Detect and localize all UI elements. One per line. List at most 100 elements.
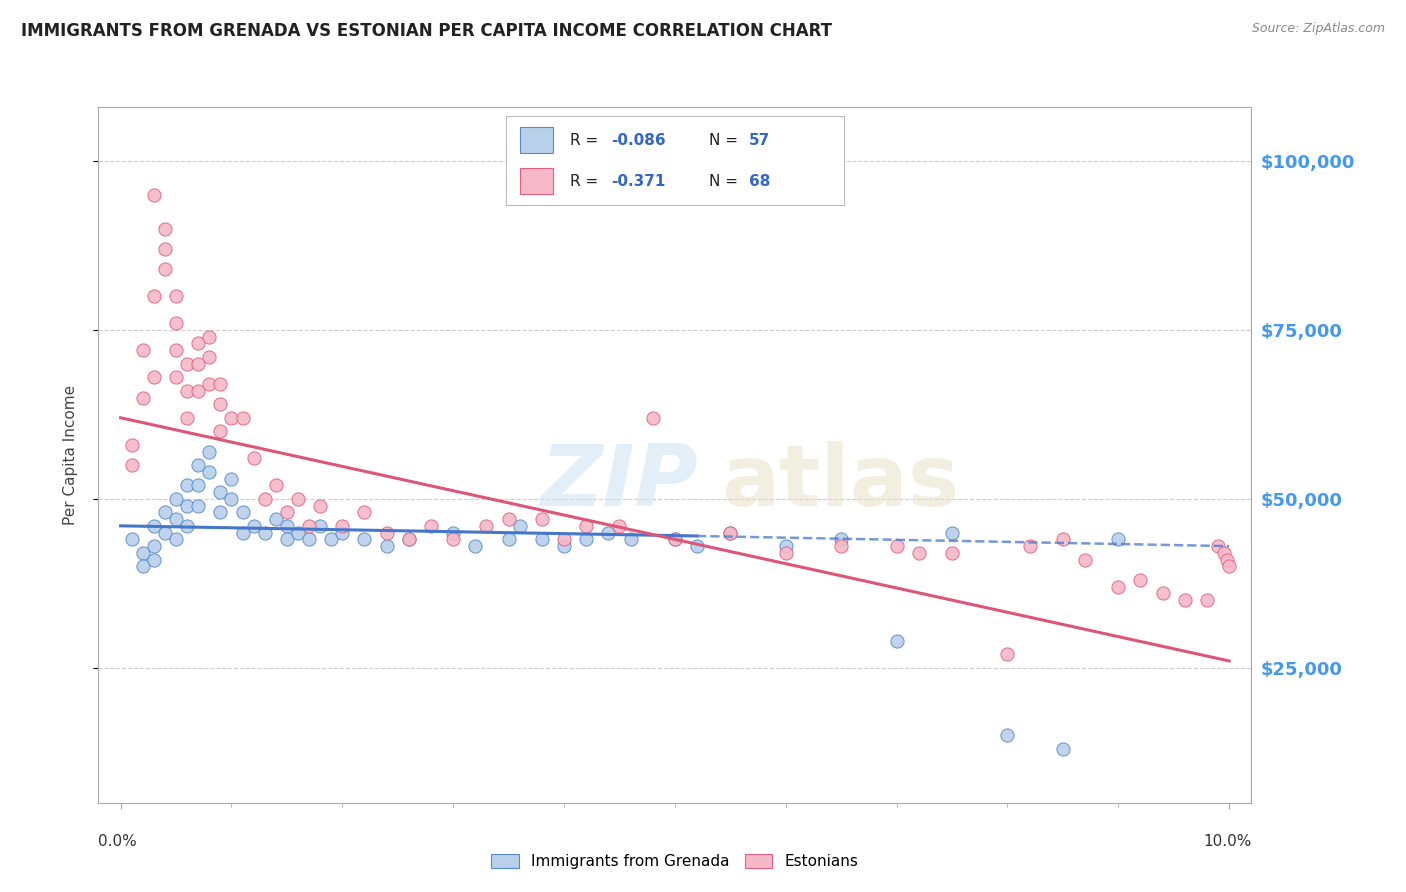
Text: N =: N = <box>709 133 742 147</box>
Point <box>598 525 620 540</box>
Point <box>121 458 143 472</box>
Point <box>198 444 221 458</box>
Point <box>309 519 332 533</box>
Point <box>132 343 155 358</box>
Point <box>321 533 343 547</box>
Point <box>1218 559 1240 574</box>
Point <box>165 316 187 330</box>
Text: IMMIGRANTS FROM GRENADA VS ESTONIAN PER CAPITA INCOME CORRELATION CHART: IMMIGRANTS FROM GRENADA VS ESTONIAN PER … <box>21 22 832 40</box>
Point <box>287 525 309 540</box>
Point <box>1216 552 1239 566</box>
Point <box>231 525 254 540</box>
Point <box>153 242 176 256</box>
Point <box>132 546 155 560</box>
Point <box>664 533 686 547</box>
Point <box>1107 580 1129 594</box>
Point <box>907 546 929 560</box>
Point <box>242 451 264 466</box>
Point <box>132 391 155 405</box>
Point <box>187 458 209 472</box>
Point <box>441 525 464 540</box>
Point <box>375 539 398 553</box>
Point <box>287 491 309 506</box>
Point <box>221 410 243 425</box>
Point <box>1129 573 1152 587</box>
Text: R =: R = <box>571 133 603 147</box>
Point <box>609 519 631 533</box>
Point <box>253 491 276 506</box>
Point <box>153 262 176 277</box>
Point <box>498 512 520 526</box>
Point <box>142 519 165 533</box>
Text: atlas: atlas <box>721 442 959 524</box>
Point <box>298 533 321 547</box>
Point <box>330 519 353 533</box>
Point <box>221 472 243 486</box>
Point <box>231 410 254 425</box>
Point <box>553 539 575 553</box>
Point <box>165 533 187 547</box>
Point <box>530 512 553 526</box>
Point <box>153 221 176 235</box>
Point <box>198 350 221 364</box>
Bar <box>520 168 554 194</box>
Point <box>830 539 852 553</box>
Text: Source: ZipAtlas.com: Source: ZipAtlas.com <box>1251 22 1385 36</box>
Point <box>686 539 709 553</box>
Point <box>886 633 908 648</box>
Point <box>1195 593 1218 607</box>
Point <box>142 552 165 566</box>
Point <box>441 533 464 547</box>
Point <box>142 539 165 553</box>
Point <box>509 519 531 533</box>
Point <box>1206 539 1229 553</box>
Point <box>1107 533 1129 547</box>
Point <box>775 546 797 560</box>
Point <box>1152 586 1174 600</box>
Point <box>165 512 187 526</box>
Point <box>830 533 852 547</box>
Point <box>264 512 287 526</box>
Point <box>1174 593 1197 607</box>
Point <box>142 370 165 384</box>
Text: R =: R = <box>571 174 603 188</box>
Point <box>775 539 797 553</box>
Point <box>575 519 598 533</box>
Point <box>142 187 165 202</box>
Text: ZIP: ZIP <box>540 442 697 524</box>
Point <box>176 357 198 371</box>
Point <box>276 519 298 533</box>
Point <box>718 525 741 540</box>
Y-axis label: Per Capita Income: Per Capita Income <box>63 384 77 525</box>
Point <box>187 384 209 398</box>
Point <box>353 533 375 547</box>
Point <box>209 485 232 500</box>
Point <box>176 499 198 513</box>
Point <box>209 376 232 391</box>
Point <box>209 505 232 519</box>
Text: -0.086: -0.086 <box>610 133 665 147</box>
Point <box>398 533 420 547</box>
Point <box>298 519 321 533</box>
Point <box>165 491 187 506</box>
Point <box>121 438 143 452</box>
Text: -0.371: -0.371 <box>610 174 665 188</box>
Bar <box>520 127 554 153</box>
Point <box>1212 546 1234 560</box>
Point <box>165 370 187 384</box>
Point <box>198 376 221 391</box>
Point <box>641 410 664 425</box>
Point <box>886 539 908 553</box>
Point <box>132 559 155 574</box>
Text: 10.0%: 10.0% <box>1204 834 1251 849</box>
Point <box>176 478 198 492</box>
Point <box>941 525 963 540</box>
Point <box>276 505 298 519</box>
Point <box>1052 741 1074 756</box>
Point <box>165 343 187 358</box>
Point <box>1018 539 1040 553</box>
Point <box>475 519 498 533</box>
Point <box>464 539 486 553</box>
Point <box>375 525 398 540</box>
Point <box>997 728 1019 742</box>
